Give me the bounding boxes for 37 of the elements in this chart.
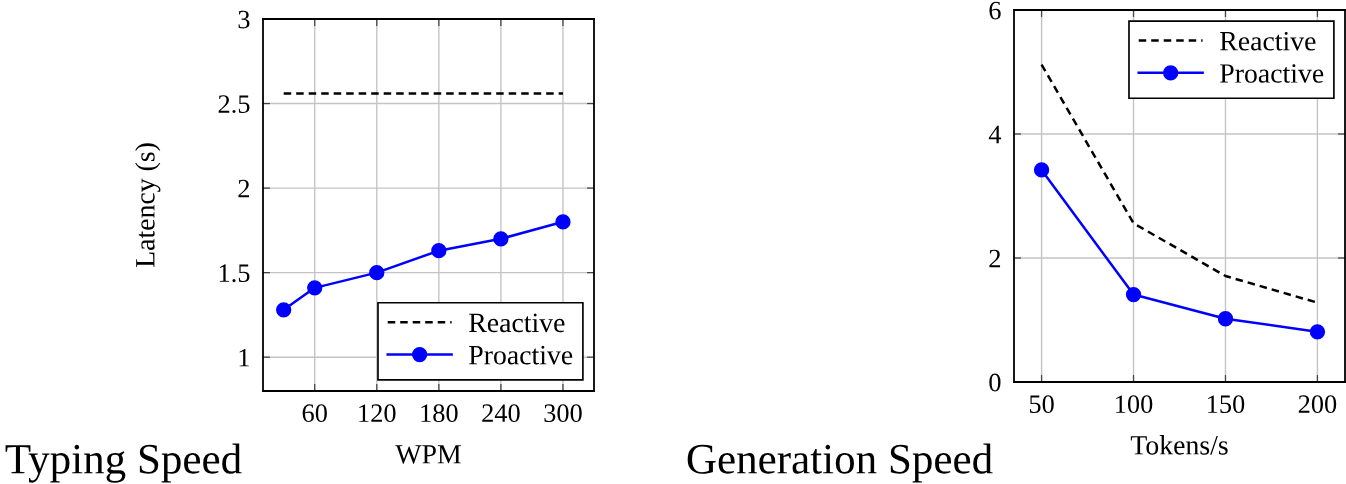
point <box>1033 162 1050 178</box>
x-tick-label: 150 <box>1208 395 1245 414</box>
text: Typing Speed <box>5 443 242 483</box>
point <box>369 264 385 281</box>
x-axis-title: Tokens/s <box>1130 435 1228 455</box>
x-tick-label: 50 <box>1029 395 1054 414</box>
point <box>307 280 323 296</box>
y-tick-label: 3 <box>238 10 250 29</box>
x-tick-label: 60 <box>302 404 327 423</box>
point <box>1125 286 1142 303</box>
x-tick-label: 300 <box>544 404 582 423</box>
legend-label: Reactive <box>1220 31 1316 51</box>
point <box>1217 311 1234 327</box>
text: Generation Speed <box>687 443 993 483</box>
point <box>276 302 292 318</box>
y-tick-label: 6 <box>989 1 1001 20</box>
y-tick-label: 1 <box>239 348 249 367</box>
x-tick-label: 240 <box>482 404 520 423</box>
x-axis-title: WPM <box>395 445 461 464</box>
point <box>555 214 571 230</box>
point <box>493 231 509 247</box>
y-tick-label: 2.5 <box>218 95 250 114</box>
y-tick-label: 1.5 <box>219 264 250 283</box>
legend-label: Proactive <box>469 345 573 365</box>
x-tick-label: 180 <box>421 404 458 423</box>
point <box>431 243 447 259</box>
y-tick-label: 2 <box>989 249 1001 268</box>
legend-label: Proactive <box>1220 64 1324 83</box>
y-tick-label: 0 <box>989 373 1001 392</box>
point <box>1309 324 1326 340</box>
x-tick-label: 120 <box>359 404 396 423</box>
y-tick-label: 4 <box>988 125 1002 144</box>
x-tick-label: 100 <box>1116 395 1153 414</box>
x-tick-label: 200 <box>1298 395 1337 414</box>
y-tick-label: 2 <box>238 179 250 198</box>
legend-label: Reactive <box>469 313 565 333</box>
y-axis-title: Latency (s) <box>135 143 161 268</box>
